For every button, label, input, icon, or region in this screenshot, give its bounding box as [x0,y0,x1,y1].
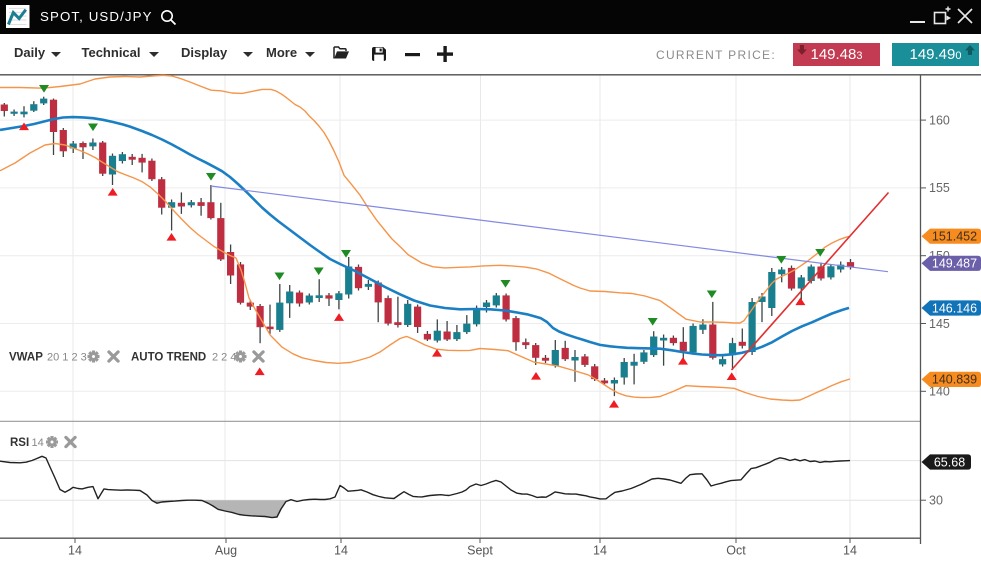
svg-text:VWAP: VWAP [9,352,43,364]
svg-text:145: 145 [929,317,950,331]
svg-text:14: 14 [334,544,348,558]
svg-text:2 2 4: 2 2 4 [212,352,236,364]
svg-text:140: 140 [929,385,950,399]
svg-text:149.487: 149.487 [932,257,977,271]
svg-text:14: 14 [593,544,607,558]
svg-text:160: 160 [929,113,950,127]
svg-text:RSI: RSI [10,437,29,449]
svg-text:146.146: 146.146 [932,301,977,315]
svg-text:20 1 2 3: 20 1 2 3 [47,352,87,364]
svg-text:140.839: 140.839 [932,373,977,387]
svg-text:Sept: Sept [467,544,493,558]
svg-text:Oct: Oct [726,544,746,558]
svg-text:151.452: 151.452 [932,230,977,244]
svg-text:65.68: 65.68 [934,455,965,469]
svg-text:30: 30 [929,494,943,508]
svg-text:14: 14 [68,544,82,558]
svg-text:14: 14 [843,544,857,558]
svg-text:14: 14 [32,437,44,449]
svg-text:Aug: Aug [215,544,237,558]
svg-text:155: 155 [929,181,950,195]
svg-text:AUTO TREND: AUTO TREND [131,352,206,364]
